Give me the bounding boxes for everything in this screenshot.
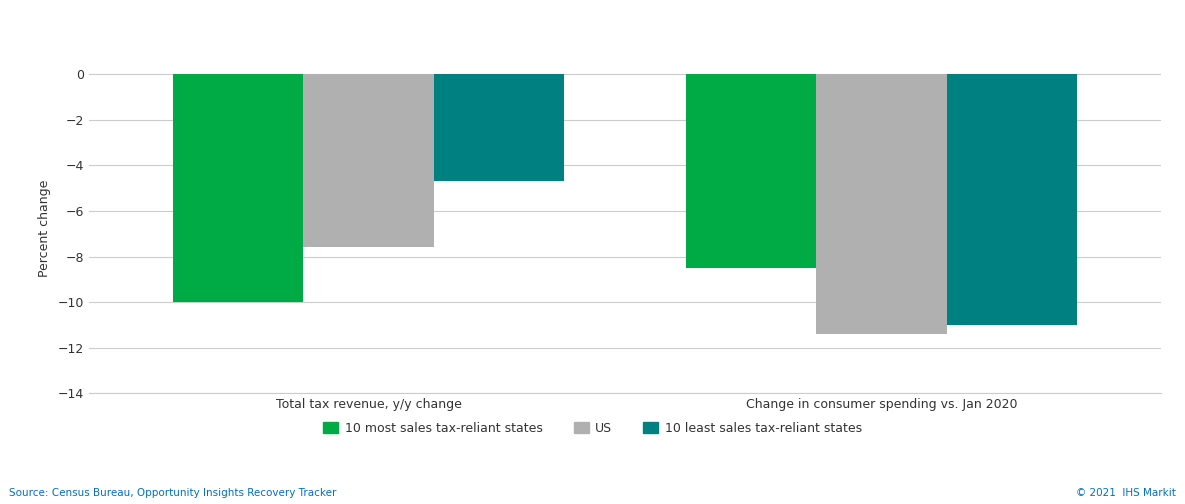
Text: Source: Census Bureau, Opportunity Insights Recovery Tracker: Source: Census Bureau, Opportunity Insig… — [9, 488, 337, 498]
Bar — [686, 75, 816, 268]
Bar — [173, 75, 303, 302]
Bar — [303, 75, 434, 247]
Bar — [816, 75, 947, 334]
Y-axis label: Percent change: Percent change — [38, 179, 51, 277]
Text: © 2021  IHS Markit: © 2021 IHS Markit — [1076, 488, 1176, 498]
Bar — [947, 75, 1077, 325]
Legend: 10 most sales tax-reliant states, US, 10 least sales tax-reliant states: 10 most sales tax-reliant states, US, 10… — [319, 417, 866, 440]
Bar — [434, 75, 564, 181]
Text: Total tax revenue and consumer spending, April  -  September 2020: Total tax revenue and consumer spending,… — [14, 23, 700, 41]
